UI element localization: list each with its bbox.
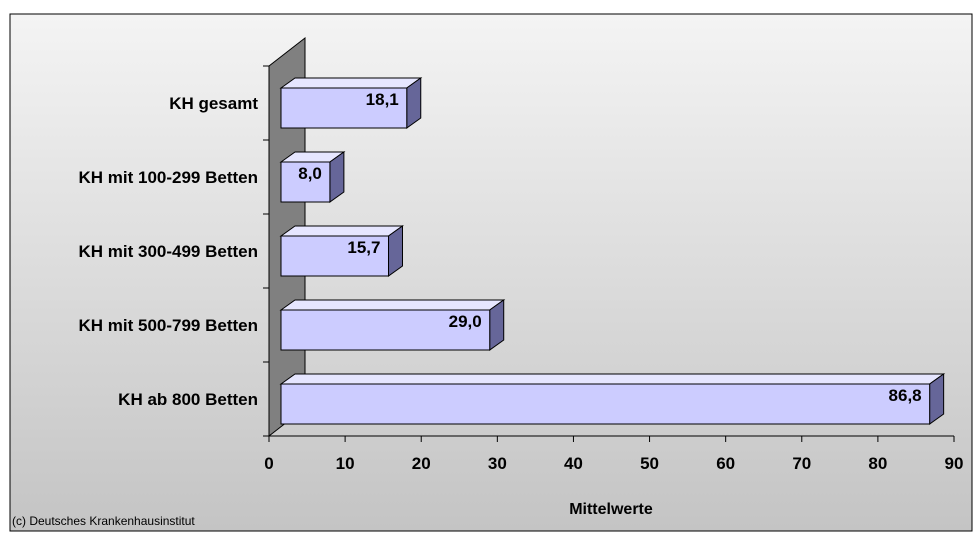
category-label: KH ab 800 Betten xyxy=(118,390,258,409)
category-label: KH mit 300-499 Betten xyxy=(78,242,258,261)
bar: 8,0 xyxy=(279,151,346,203)
x-tick-label: 0 xyxy=(264,454,273,473)
x-tick-label: 20 xyxy=(412,454,431,473)
x-tick-label: 60 xyxy=(716,454,735,473)
x-axis: 0 10 20 30 40 50 60 70 80 90 xyxy=(263,65,964,473)
x-tick-label: 30 xyxy=(488,454,507,473)
copyright-text: (c) Deutsches Krankenhausinstitut xyxy=(12,514,195,528)
bar-front-face xyxy=(280,235,389,277)
bar-top-face xyxy=(279,225,405,237)
x-axis-title: Mittelwerte xyxy=(569,501,653,518)
bar-front-face xyxy=(280,383,931,425)
data-label: 29,0 xyxy=(449,312,482,331)
bar-front-face xyxy=(280,309,491,351)
x-tick-label: 40 xyxy=(564,454,583,473)
data-label: 8,0 xyxy=(298,164,322,183)
data-label: 15,7 xyxy=(347,238,380,257)
x-tick-label: 10 xyxy=(336,454,355,473)
category-label: KH mit 500-799 Betten xyxy=(78,316,258,335)
x-tick-label: 80 xyxy=(868,454,887,473)
bar: 15,7 xyxy=(279,225,405,277)
bar: 29,0 xyxy=(279,299,506,351)
bar-front-face xyxy=(280,87,408,129)
x-tick-label: 50 xyxy=(640,454,659,473)
bar-front-face xyxy=(280,161,331,203)
x-tick-label: 90 xyxy=(945,454,964,473)
bar-top-face xyxy=(279,77,423,89)
category-label: KH mit 100-299 Betten xyxy=(78,168,258,187)
bar: 86,8 xyxy=(279,373,946,425)
x-tick-label: 70 xyxy=(792,454,811,473)
bars-layer: 18,1 8,0 15,7 29,0 86,8 xyxy=(279,77,946,425)
data-label: 18,1 xyxy=(366,90,399,109)
data-label: 86,8 xyxy=(889,386,922,405)
category-labels: KH gesamt KH mit 100-299 Betten KH mit 300… xyxy=(78,94,258,409)
bar: 18,1 xyxy=(279,77,423,129)
bar-top-face xyxy=(279,373,946,385)
category-label: KH gesamt xyxy=(169,94,258,113)
bar-top-face xyxy=(279,299,506,311)
plot-area xyxy=(9,13,973,532)
